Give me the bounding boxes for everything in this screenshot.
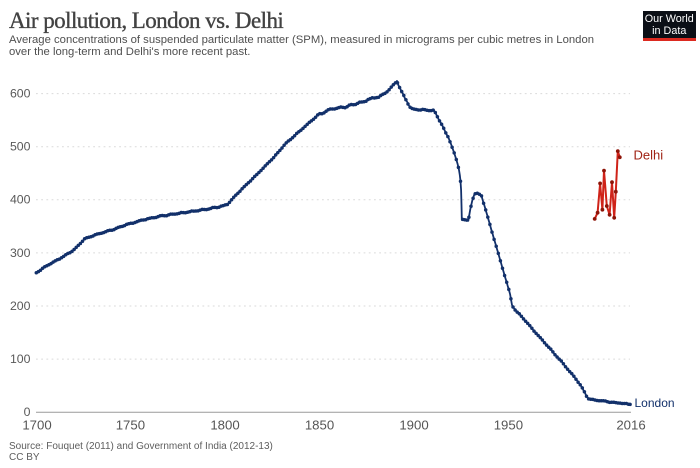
- svg-text:200: 200: [10, 299, 31, 313]
- svg-text:1950: 1950: [494, 418, 523, 433]
- svg-text:1800: 1800: [210, 418, 239, 433]
- svg-text:500: 500: [10, 140, 31, 154]
- svg-text:London: London: [635, 396, 675, 410]
- svg-text:600: 600: [10, 87, 31, 101]
- svg-text:1850: 1850: [305, 418, 334, 433]
- svg-text:300: 300: [10, 246, 31, 260]
- svg-text:0: 0: [24, 405, 31, 419]
- svg-text:2016: 2016: [616, 418, 645, 433]
- svg-text:400: 400: [10, 193, 31, 207]
- svg-text:Delhi: Delhi: [634, 148, 664, 163]
- svg-text:100: 100: [10, 352, 31, 366]
- svg-text:1700: 1700: [22, 418, 51, 433]
- svg-text:1750: 1750: [116, 418, 145, 433]
- svg-text:1900: 1900: [399, 418, 428, 433]
